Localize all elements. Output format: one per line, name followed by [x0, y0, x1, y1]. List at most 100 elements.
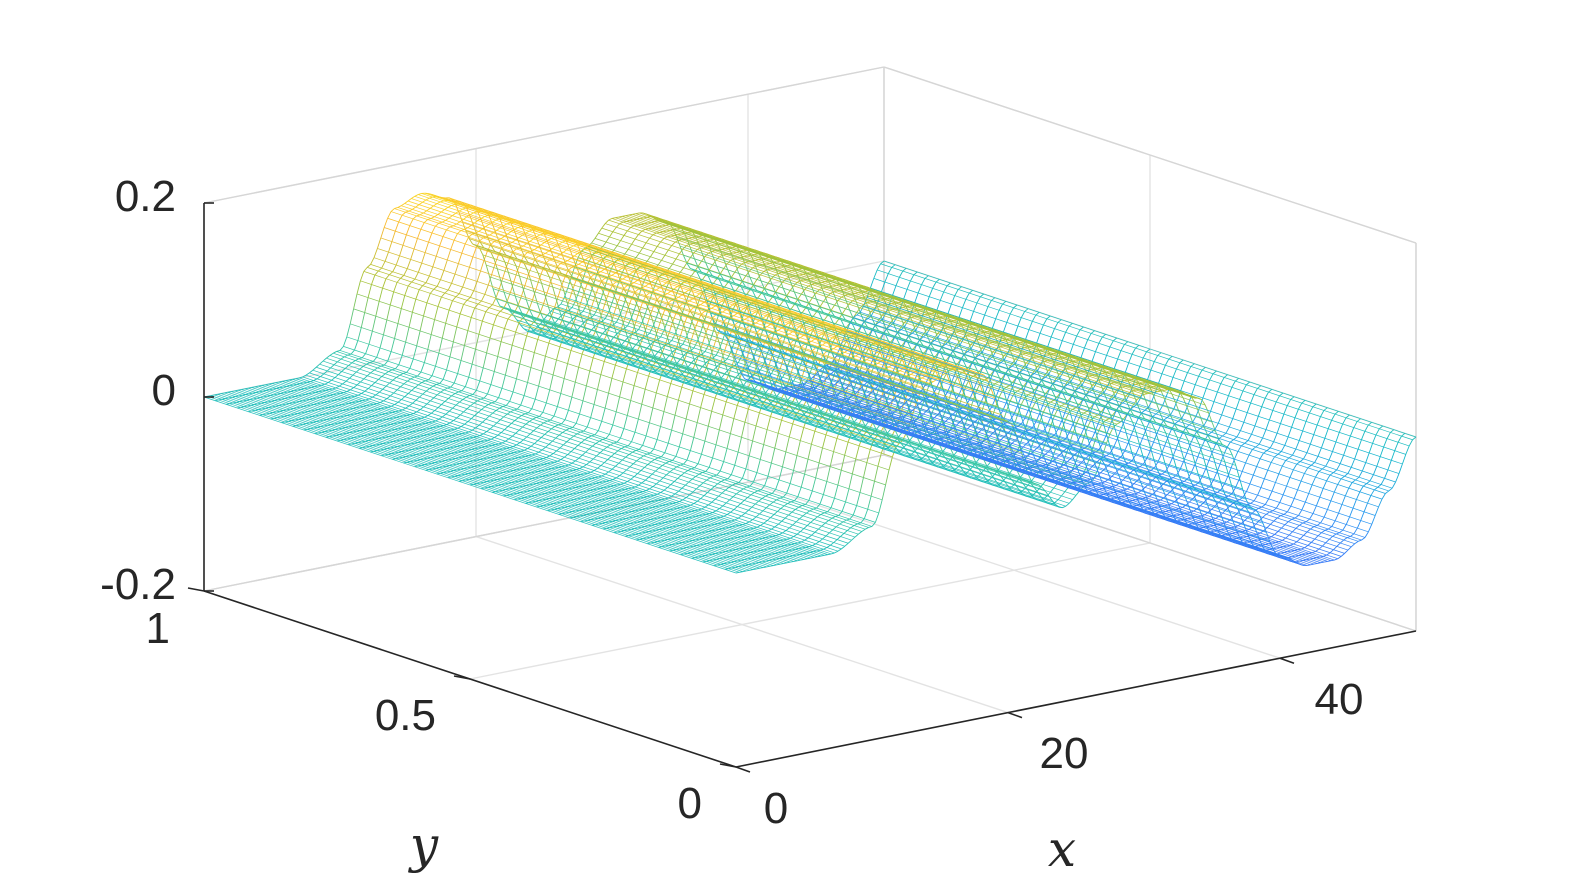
mesh-line — [1074, 460, 1079, 471]
mesh-line — [1147, 401, 1153, 408]
mesh-line — [1258, 537, 1263, 546]
mesh-line — [720, 479, 725, 482]
mesh-line — [1072, 407, 1077, 410]
mesh-line — [1286, 477, 1291, 487]
mesh-line — [1358, 539, 1362, 542]
mesh-line — [1166, 414, 1171, 418]
mesh-line — [1279, 392, 1284, 397]
mesh-line — [1197, 447, 1202, 457]
mesh-line — [973, 363, 978, 372]
mesh-line — [1095, 429, 1100, 440]
mesh-line — [698, 344, 703, 355]
mesh-line — [1191, 484, 1196, 487]
mesh-line — [1238, 471, 1243, 481]
mesh-line — [1213, 457, 1218, 471]
mesh-line — [1205, 379, 1211, 389]
mesh-line — [1371, 515, 1376, 525]
mesh-line — [1065, 502, 1070, 507]
mesh-line — [807, 444, 812, 460]
mesh-line — [1033, 366, 1038, 372]
mesh-line — [828, 421, 834, 426]
mesh-line — [1112, 484, 1117, 488]
mesh-line — [695, 473, 700, 477]
mesh-line — [884, 447, 889, 450]
mesh-line — [1263, 469, 1269, 479]
mesh-line — [776, 310, 781, 320]
mesh-line — [766, 324, 771, 328]
mesh-line — [638, 482, 643, 486]
mesh-line — [803, 525, 808, 529]
mesh-line — [773, 402, 778, 408]
mesh-line — [1323, 407, 1328, 411]
mesh-line — [751, 395, 756, 400]
mesh-line — [640, 467, 645, 471]
mesh-line — [953, 369, 959, 378]
mesh-line — [737, 503, 742, 507]
mesh-line — [1220, 483, 1225, 491]
mesh-line — [1310, 526, 1315, 530]
mesh-line — [595, 440, 600, 444]
mesh-line — [616, 437, 621, 443]
mesh-line — [1263, 450, 1268, 454]
mesh-line — [1155, 487, 1160, 492]
mesh-line — [1266, 524, 1271, 529]
mesh-line — [1236, 509, 1241, 514]
mesh-line — [1159, 484, 1164, 489]
mesh-line — [1125, 462, 1130, 465]
mesh-line — [1281, 460, 1287, 467]
mesh-line — [1127, 440, 1133, 453]
mesh-line — [1233, 513, 1238, 518]
mesh-line — [802, 512, 807, 517]
mesh-line — [799, 515, 804, 520]
mesh-line — [1251, 519, 1256, 529]
mesh-line — [709, 347, 714, 359]
mesh-line — [1251, 425, 1256, 435]
mesh-line — [687, 468, 692, 471]
mesh-line — [1203, 427, 1209, 436]
mesh-line — [1320, 410, 1325, 417]
mesh-line — [664, 443, 669, 453]
mesh-line — [1104, 394, 1109, 403]
mesh-line — [1216, 463, 1221, 474]
mesh-line — [711, 498, 716, 503]
mesh-line — [945, 336, 950, 343]
mesh-line — [1196, 431, 1201, 438]
mesh-line — [1105, 371, 1110, 381]
mesh-line — [780, 505, 785, 509]
mesh-line — [779, 359, 784, 371]
mesh-line — [995, 483, 1000, 487]
mesh-line — [1285, 457, 1290, 461]
mesh-line — [1280, 513, 1285, 517]
mesh-line — [710, 486, 715, 490]
mesh-line — [1367, 495, 1372, 504]
mesh-line — [1302, 421, 1307, 432]
mesh-line — [730, 509, 735, 513]
mesh-line — [1167, 429, 1172, 438]
mesh-line — [791, 509, 796, 513]
mesh-line — [795, 506, 799, 510]
mesh-line — [1250, 394, 1255, 404]
mesh-line — [615, 396, 621, 412]
mesh-line — [842, 519, 847, 523]
mesh-line — [785, 436, 790, 452]
mesh-line — [793, 533, 798, 537]
mesh-line — [726, 511, 731, 515]
mesh-line — [1300, 547, 1305, 550]
mesh-line — [895, 363, 900, 374]
mesh-line — [937, 421, 942, 429]
mesh-line — [1294, 515, 1299, 519]
mesh-line — [1259, 517, 1264, 522]
mesh-line — [691, 476, 696, 480]
mesh-line — [1134, 418, 1139, 427]
mesh-line — [1239, 496, 1244, 501]
mesh-line — [1157, 352, 1162, 356]
mesh-line — [1006, 487, 1011, 490]
mesh-line — [1004, 361, 1009, 370]
mesh-line — [684, 373, 689, 378]
mesh-line — [568, 462, 573, 466]
mesh-line — [798, 318, 803, 327]
mesh-line — [1217, 444, 1222, 452]
mesh-line — [1233, 436, 1238, 440]
mesh-line — [1395, 473, 1400, 483]
mesh-line — [729, 304, 734, 308]
